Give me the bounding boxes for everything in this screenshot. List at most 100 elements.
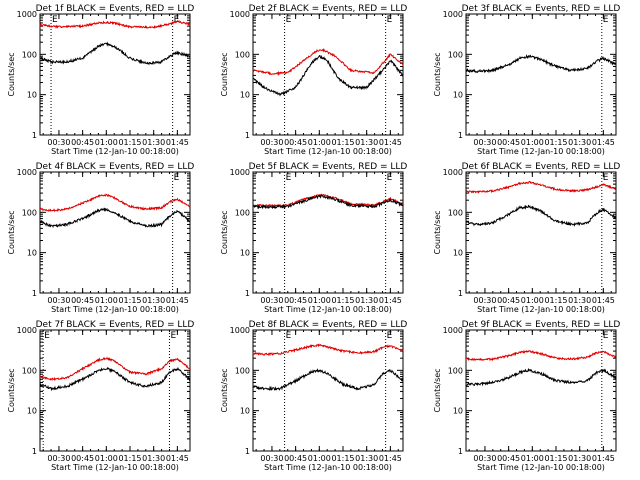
y-tick-label: 1 (458, 447, 463, 456)
event-marker-label: E (603, 15, 609, 25)
y-tick-label: 100 (448, 208, 463, 217)
y-tick-label: 1 (245, 447, 250, 456)
event-marker-label: E (174, 15, 180, 25)
x-tick-label: 01:45 (166, 296, 189, 305)
chart-title: Det 7f BLACK = Events, RED = LLD (36, 320, 195, 330)
plot-frame (39, 329, 191, 452)
y-tick-label: 1 (245, 131, 250, 140)
x-tick-label: 01:15 (331, 138, 354, 147)
y-axis-label: Counts/sec (7, 368, 16, 412)
series-events-line (39, 207, 191, 229)
x-tick-label: 01:30 (568, 138, 591, 147)
event-marker-label: E (387, 331, 393, 341)
y-tick-label: 10 (240, 249, 250, 258)
y-tick-label: 10 (453, 407, 463, 416)
x-tick-label: 01:30 (142, 454, 165, 463)
chart-title: Det 3f BLACK = Events, RED = LLD (462, 4, 621, 14)
x-tick-label: 01:15 (118, 454, 141, 463)
plot-frame (252, 329, 404, 452)
y-axis-label: Counts/sec (433, 52, 442, 96)
y-tick-label: 100 (235, 50, 250, 59)
x-tick-label: 01:15 (331, 454, 354, 463)
y-axis-label: Counts/sec (220, 52, 229, 96)
y-tick-label: 1000 (443, 10, 463, 19)
y-tick-label: 1000 (17, 326, 37, 335)
y-tick-label: 1 (32, 131, 37, 140)
event-marker-label: E (286, 331, 292, 341)
plot-frame (465, 13, 617, 136)
event-marker-label: E (603, 331, 609, 341)
y-axis-label: Counts/sec (433, 210, 442, 254)
x-tick-label: 00:30 (47, 296, 70, 305)
y-tick-label: 100 (235, 366, 250, 375)
chart-title: Det 1f BLACK = Events, RED = LLD (36, 4, 195, 14)
y-tick-label: 1 (245, 289, 250, 298)
event-marker-label: E (387, 15, 393, 25)
x-axis-label: Start Time (12-Jan-10 00:18:00) (51, 147, 179, 156)
series-events-line (39, 41, 191, 66)
event-marker-label: E (603, 173, 609, 183)
x-tick-label: 01:45 (166, 454, 189, 463)
series-events-line (252, 194, 404, 210)
x-tick-label: 00:45 (71, 296, 94, 305)
chart-panel: Det 2f BLACK = Events, RED = LLD 1 10 100 10… (220, 4, 407, 156)
chart-panel: Det 7f BLACK = Events, RED = LLD 1 10 100 10… (7, 320, 194, 472)
y-tick-label: 1 (458, 289, 463, 298)
y-tick-label: 1000 (443, 326, 463, 335)
x-tick-label: 01:00 (95, 454, 118, 463)
event-marker-label: E (44, 331, 50, 341)
x-tick-label: 00:30 (47, 454, 70, 463)
plot-frame (465, 171, 617, 294)
x-axis-label: Start Time (12-Jan-10 00:18:00) (51, 305, 179, 314)
y-tick-label: 100 (448, 366, 463, 375)
x-tick-label: 01:45 (379, 138, 402, 147)
x-tick-label: 01:15 (118, 138, 141, 147)
x-tick-label: 01:30 (355, 296, 378, 305)
x-axis-label: Start Time (12-Jan-10 00:18:00) (264, 305, 392, 314)
x-tick-label: 00:45 (497, 296, 520, 305)
y-tick-label: 100 (235, 208, 250, 217)
y-tick-label: 1 (458, 131, 463, 140)
event-marker-label: E (52, 15, 58, 25)
chart-panel: Det 8f BLACK = Events, RED = LLD 1 10 100 10… (220, 320, 407, 472)
x-axis-label: Start Time (12-Jan-10 00:18:00) (477, 463, 605, 472)
y-tick-label: 100 (22, 208, 37, 217)
x-tick-label: 01:15 (331, 296, 354, 305)
plot-frame (39, 171, 191, 294)
chart-title: Det 6f BLACK = Events, RED = LLD (462, 162, 621, 172)
x-tick-label: 01:15 (118, 296, 141, 305)
chart-panel: Det 3f BLACK = Events, RED = LLD 1 10 100 10… (433, 4, 620, 156)
series-lld-line (39, 19, 191, 30)
x-tick-label: 01:30 (568, 296, 591, 305)
x-tick-label: 01:45 (592, 454, 615, 463)
x-tick-label: 01:30 (355, 454, 378, 463)
x-tick-label: 00:30 (473, 138, 496, 147)
x-tick-label: 01:45 (379, 454, 402, 463)
chart-title: Det 4f BLACK = Events, RED = LLD (36, 162, 195, 172)
x-axis-label: Start Time (12-Jan-10 00:18:00) (477, 147, 605, 156)
y-tick-label: 10 (240, 91, 250, 100)
y-axis-label: Counts/sec (220, 368, 229, 412)
y-tick-label: 10 (453, 249, 463, 258)
y-axis-label: Counts/sec (7, 210, 16, 254)
x-axis-label: Start Time (12-Jan-10 00:18:00) (264, 147, 392, 156)
y-tick-label: 10 (27, 91, 37, 100)
x-tick-label: 01:30 (142, 138, 165, 147)
x-tick-label: 01:00 (521, 138, 544, 147)
series-lld-line (252, 343, 404, 357)
plot-frame (252, 171, 404, 294)
x-axis-label: Start Time (12-Jan-10 00:18:00) (477, 305, 605, 314)
y-tick-label: 100 (448, 50, 463, 59)
chart-title: Det 8f BLACK = Events, RED = LLD (249, 320, 408, 330)
x-tick-label: 01:30 (568, 454, 591, 463)
y-tick-label: 10 (27, 407, 37, 416)
event-marker-label: E (387, 173, 393, 183)
series-events-line (252, 368, 404, 391)
x-axis-label: Start Time (12-Jan-10 00:18:00) (264, 463, 392, 472)
series-events-line (39, 366, 191, 392)
chart-panel: Det 9f BLACK = Events, RED = LLD 1 10 100 10… (433, 320, 620, 472)
plot-frame (39, 13, 191, 136)
x-tick-label: 00:45 (284, 296, 307, 305)
y-tick-label: 10 (27, 249, 37, 258)
x-tick-label: 00:30 (260, 454, 283, 463)
